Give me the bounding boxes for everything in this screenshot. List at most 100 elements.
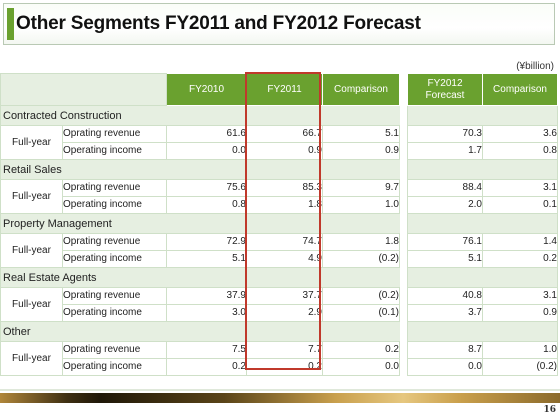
value-fy2012: 1.7 — [407, 142, 483, 160]
results-table: FY2010 FY2011 Comparison Contracted Constru… — [0, 73, 400, 376]
table-row: Full-year Oprating revenue 61.6 66.7 5.1 — [0, 125, 400, 160]
value-fy2011: 0.9 — [246, 142, 323, 160]
value-fy2011: 4.9 — [246, 250, 323, 268]
table-row: 76.1 1.4 — [407, 233, 558, 251]
segment-band-cell — [407, 159, 558, 180]
metric-label: Operating income — [62, 142, 167, 160]
value-comparison2: 3.6 — [482, 125, 558, 143]
value-comparison: 9.7 — [322, 179, 400, 197]
value-comparison2: 0.8 — [482, 142, 558, 160]
table-row: Full-year Oprating revenue 37.9 37.7 (0.2) — [0, 287, 400, 322]
forecast-table: FY2012 Forecast Comparison 70.3 3.6 1.7 0.8 88… — [407, 73, 558, 376]
value-fy2010: 72.9 — [166, 233, 247, 251]
table-row: 3.7 0.9 — [407, 304, 558, 322]
value-comparison2: 0.1 — [482, 196, 558, 214]
value-comparison2: 3.1 — [482, 179, 558, 197]
value-fy2012: 70.3 — [407, 125, 483, 143]
segment-band-cell — [407, 105, 558, 126]
value-comparison: 0.9 — [322, 142, 400, 160]
segment-band-cell — [407, 213, 558, 234]
value-fy2012: 0.0 — [407, 358, 483, 376]
value-fy2010: 7.5 — [166, 341, 247, 359]
table-row: Full-year Oprating revenue 75.6 85.3 9.7 — [0, 179, 400, 214]
segment-row — [407, 321, 558, 342]
period-label: Full-year — [0, 341, 63, 376]
segment-band-cell — [407, 267, 558, 288]
period-label: Full-year — [0, 287, 63, 322]
header-fy2011: FY2011 — [246, 73, 323, 106]
value-comparison2: (0.2) — [482, 358, 558, 376]
segment-name: Contracted Construction — [0, 105, 400, 126]
value-fy2012: 40.8 — [407, 287, 483, 305]
page-number: 16 — [543, 405, 556, 415]
header-comparison-forecast: Comparison — [482, 73, 558, 106]
value-fy2011: 37.7 — [246, 287, 323, 305]
value-fy2011: 2.9 — [246, 304, 323, 322]
value-fy2010: 0.8 — [166, 196, 247, 214]
value-fy2012: 5.1 — [407, 250, 483, 268]
value-comparison: 1.8 — [322, 233, 400, 251]
segment-row: Other — [0, 321, 400, 342]
metric-label: Operating income — [62, 358, 167, 376]
table-row: 5.1 0.2 — [407, 250, 558, 268]
period-label: Full-year — [0, 233, 63, 268]
value-fy2011: 66.7 — [246, 125, 323, 143]
metric-label: Oprating revenue — [62, 179, 167, 197]
value-fy2012: 8.7 — [407, 341, 483, 359]
segment-band-cell — [407, 321, 558, 342]
segment-row — [407, 105, 558, 126]
footer-divider — [0, 389, 560, 391]
header-blank-cell — [0, 73, 167, 106]
value-comparison: (0.2) — [322, 250, 400, 268]
value-fy2010: 0.0 — [166, 142, 247, 160]
metric-label: Operating income — [62, 196, 167, 214]
value-comparison2: 0.9 — [482, 304, 558, 322]
page-title: Other Segments FY2011 and FY2012 Forecas… — [16, 13, 421, 34]
value-fy2011: 7.7 — [246, 341, 323, 359]
table-row: 70.3 3.6 — [407, 125, 558, 143]
period-label: Full-year — [0, 125, 63, 160]
segment-name: Property Management — [0, 213, 400, 234]
value-comparison2: 3.1 — [482, 287, 558, 305]
value-fy2011: 1.8 — [246, 196, 323, 214]
segment-row: Retail Sales — [0, 159, 400, 180]
table-row: 88.4 3.1 — [407, 179, 558, 197]
value-fy2010: 0.2 — [166, 358, 247, 376]
value-fy2012: 76.1 — [407, 233, 483, 251]
table-row: Operating income 5.1 4.9 (0.2) — [1, 250, 400, 268]
table-row: 40.8 3.1 — [407, 287, 558, 305]
unit-label: (¥billion) — [516, 61, 554, 72]
table-row: 0.0 (0.2) — [407, 358, 558, 376]
footer-band — [0, 393, 560, 403]
value-fy2011: 0.2 — [246, 358, 323, 376]
title-accent-bar — [7, 8, 14, 40]
segment-row — [407, 213, 558, 234]
table-row: Operating income 0.2 0.2 0.0 — [1, 358, 400, 376]
value-fy2012: 3.7 — [407, 304, 483, 322]
segment-name: Real Estate Agents — [0, 267, 400, 288]
value-fy2012: 88.4 — [407, 179, 483, 197]
value-fy2010: 5.1 — [166, 250, 247, 268]
value-comparison2: 0.2 — [482, 250, 558, 268]
value-fy2010: 75.6 — [166, 179, 247, 197]
value-comparison2: 1.4 — [482, 233, 558, 251]
header-row: FY2010 FY2011 Comparison — [0, 73, 400, 106]
segment-name: Retail Sales — [0, 159, 400, 180]
table-row: Operating income 0.0 0.9 0.9 — [1, 142, 400, 160]
segment-row: Property Management — [0, 213, 400, 234]
segment-row — [407, 267, 558, 288]
table-row: 8.7 1.0 — [407, 341, 558, 359]
header-row: FY2012 Forecast Comparison — [407, 73, 558, 106]
metric-label: Operating income — [62, 304, 167, 322]
value-fy2010: 61.6 — [166, 125, 247, 143]
segment-row: Real Estate Agents — [0, 267, 400, 288]
value-comparison2: 1.0 — [482, 341, 558, 359]
value-comparison: 1.0 — [322, 196, 400, 214]
title-box: Other Segments FY2011 and FY2012 Forecas… — [3, 3, 555, 45]
metric-label: Operating income — [62, 250, 167, 268]
table-row: Full-year Oprating revenue 72.9 74.7 1.8 — [0, 233, 400, 268]
header-fy2010: FY2010 — [166, 73, 247, 106]
table-row: 2.0 0.1 — [407, 196, 558, 214]
segment-row — [407, 159, 558, 180]
table-row: Full-year Oprating revenue 7.5 7.7 0.2 — [0, 341, 400, 376]
